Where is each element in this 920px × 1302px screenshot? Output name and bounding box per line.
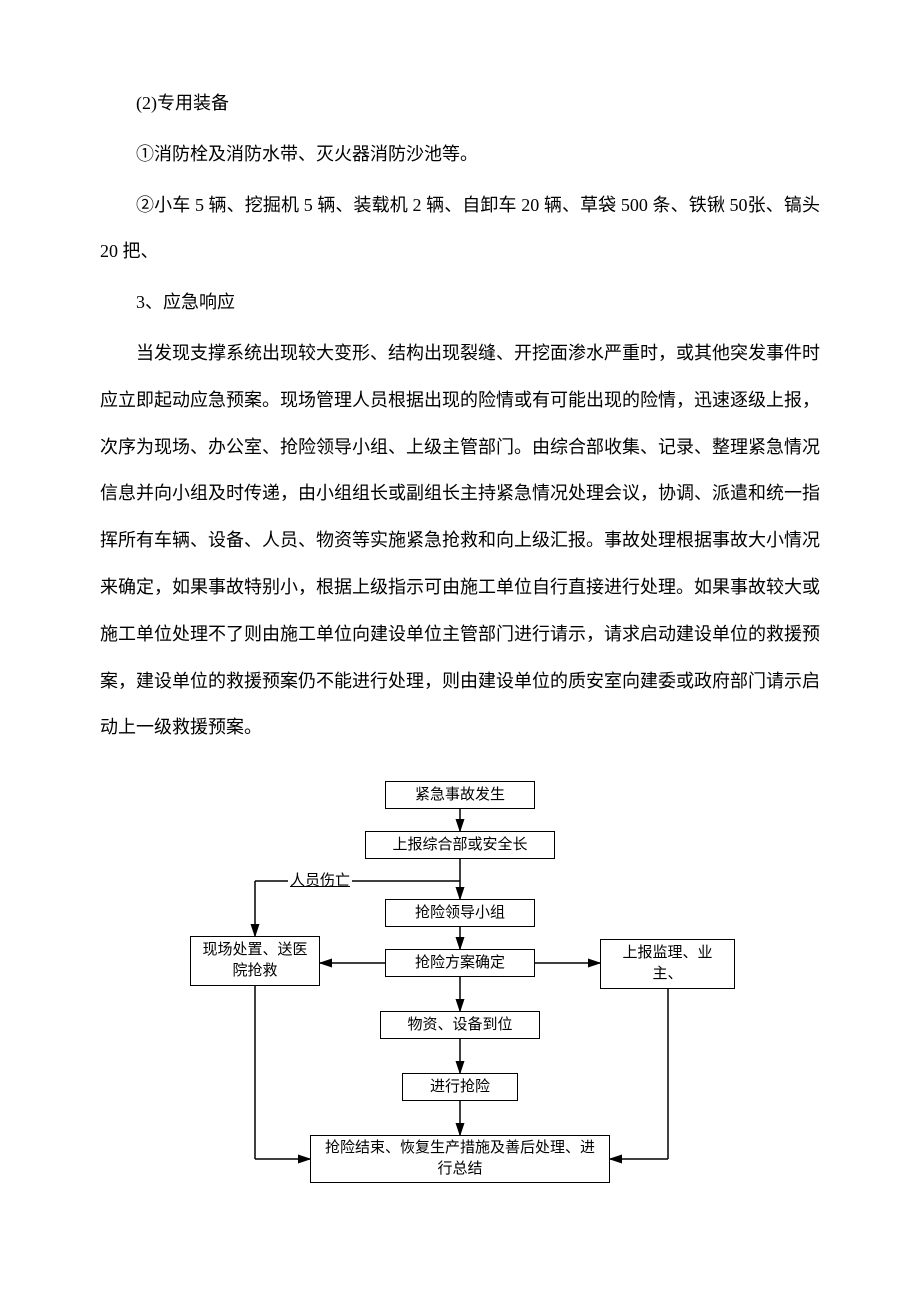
node-report-dept: 上报综合部或安全长 xyxy=(365,831,555,859)
node-material-ready: 物资、设备到位 xyxy=(380,1011,540,1039)
para-item-1: ①消防栓及消防水带、灭火器消防沙池等。 xyxy=(100,131,820,178)
node-report-owner: 上报监理、业主、 xyxy=(600,939,735,989)
node-plan-confirm: 抢险方案确定 xyxy=(385,949,535,977)
node-do-rescue: 进行抢险 xyxy=(402,1073,518,1101)
para-item-2: ②小车 5 辆、挖掘机 5 辆、装载机 2 辆、自卸车 20 辆、草袋 500 … xyxy=(100,182,820,276)
emergency-flowchart: 紧急事故发生 上报综合部或安全长 抢险领导小组 抢险方案确定 物资、设备到位 进… xyxy=(180,781,740,1191)
node-accident-occur: 紧急事故发生 xyxy=(385,781,535,809)
para-emergency-response-heading: 3、应急响应 xyxy=(100,279,820,326)
node-onsite-hospital: 现场处置、送医院抢救 xyxy=(190,936,320,986)
para-special-equip-heading: (2)专用装备 xyxy=(100,80,820,127)
node-conclude: 抢险结束、恢复生产措施及善后处理、进行总结 xyxy=(310,1135,610,1183)
para-emergency-response-body: 当发现支撑系统出现较大变形、结构出现裂缝、开挖面渗水严重时，或其他突发事件时应立… xyxy=(100,330,820,751)
node-rescue-team: 抢险领导小组 xyxy=(385,899,535,927)
edge-label-casualty: 人员伤亡 xyxy=(288,869,352,890)
